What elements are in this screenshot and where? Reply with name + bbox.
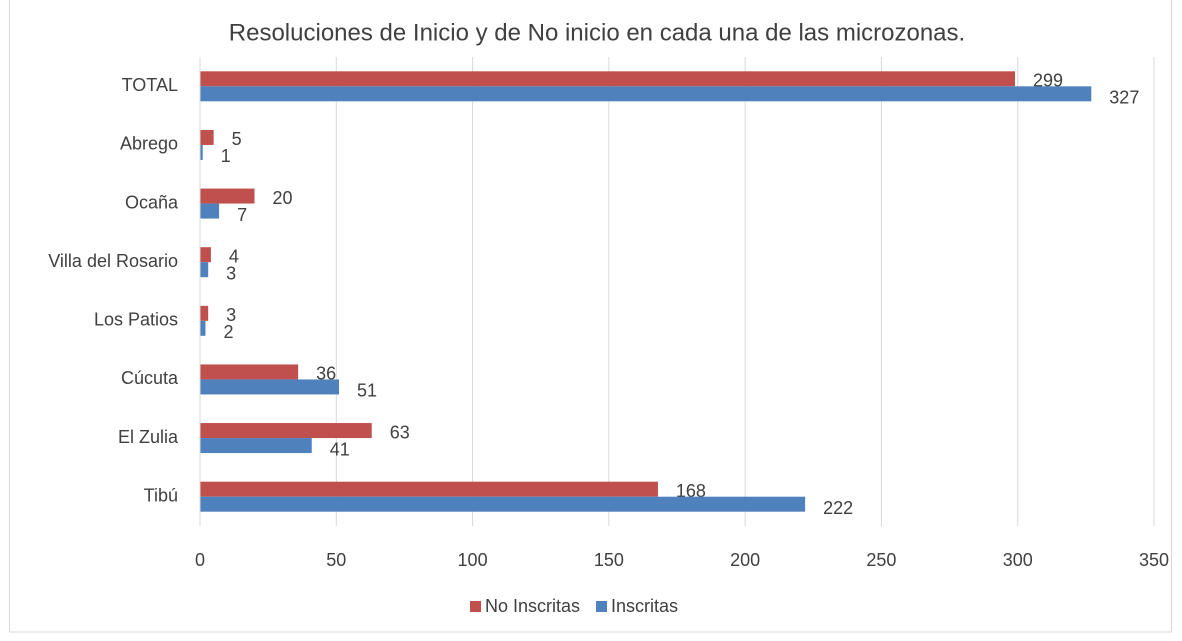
x-tick-label: 250 (866, 550, 896, 570)
chart-title: Resoluciones de Inicio y de No inicio en… (229, 19, 965, 46)
data-label: 51 (357, 381, 377, 401)
data-label: 7 (237, 205, 247, 225)
bar (200, 144, 203, 160)
data-label: 168 (676, 481, 706, 501)
data-label: 1 (221, 146, 231, 166)
bar (200, 438, 312, 454)
bar (200, 262, 209, 278)
bar (200, 305, 209, 321)
y-tick-label: Cúcuta (121, 368, 179, 388)
data-label: 5 (232, 129, 242, 149)
data-label: 299 (1033, 71, 1063, 91)
data-label: 222 (823, 498, 853, 518)
data-label: 41 (330, 439, 350, 459)
x-tick-label: 300 (1003, 550, 1033, 570)
data-label: 63 (390, 422, 410, 442)
legend-swatch (470, 601, 481, 612)
bar (200, 423, 372, 439)
data-label: 4 (229, 246, 239, 266)
data-label: 2 (223, 322, 233, 342)
bar (200, 188, 255, 204)
x-tick-label: 100 (458, 550, 488, 570)
x-tick-label: 150 (594, 550, 624, 570)
bar (200, 247, 211, 263)
data-label: 327 (1109, 88, 1139, 108)
x-tick-label: 0 (195, 550, 205, 570)
bar (200, 320, 206, 336)
data-label: 36 (316, 364, 336, 384)
y-tick-label: El Zulia (118, 427, 179, 447)
bar (200, 86, 1092, 102)
x-tick-label: 200 (730, 550, 760, 570)
legend-label: No Inscritas (485, 596, 580, 616)
bar (200, 129, 214, 145)
data-label: 20 (273, 188, 293, 208)
bar (200, 496, 806, 512)
legend-label: Inscritas (611, 596, 678, 616)
y-tick-label: Los Patios (94, 310, 178, 330)
y-tick-label: TOTAL (122, 75, 178, 95)
bar (200, 203, 220, 219)
bar (200, 379, 340, 395)
y-tick-label: Abrego (120, 134, 178, 154)
y-tick-label: Tibú (144, 485, 178, 505)
legend-swatch (596, 601, 608, 612)
y-tick-label: Ocaña (125, 192, 179, 212)
y-tick-label: Villa del Rosario (48, 251, 178, 271)
x-tick-label: 50 (326, 550, 346, 570)
data-label: 3 (226, 305, 236, 325)
x-tick-label: 350 (1139, 550, 1169, 570)
bar (200, 71, 1015, 87)
bar (200, 364, 299, 380)
bar (200, 481, 658, 497)
data-label: 3 (226, 263, 236, 283)
